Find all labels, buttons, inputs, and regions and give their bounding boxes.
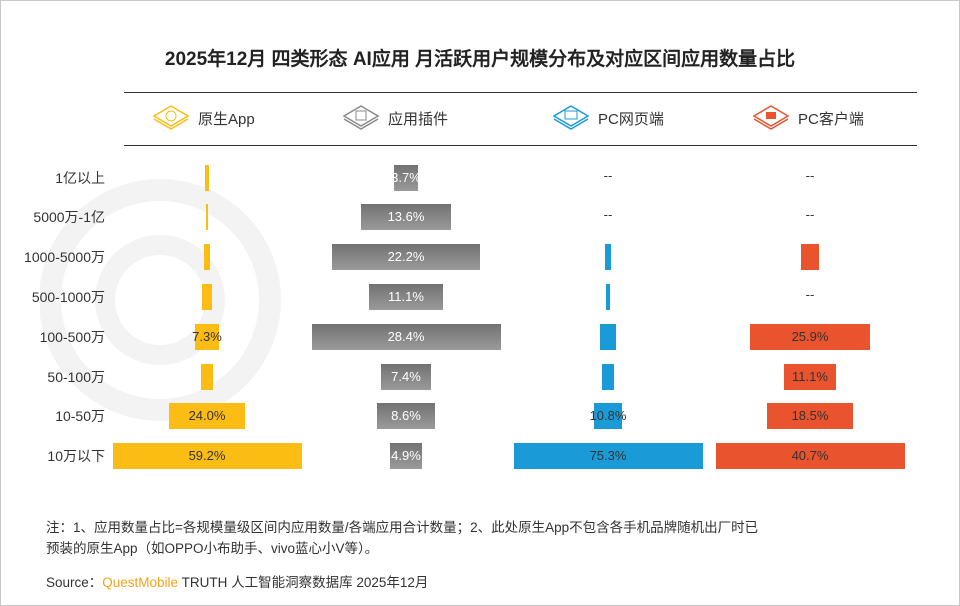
category-label: 1000-5000万: [24, 249, 105, 265]
category-label: 100-500万: [39, 329, 105, 345]
bar-2-7: [513, 443, 703, 469]
category-label: 500-1000万: [31, 289, 105, 305]
data-label: 3.7%: [391, 170, 421, 185]
data-label: 4.9%: [391, 448, 421, 463]
legend-label: 应用插件: [388, 110, 449, 128]
bar-0-0: [205, 165, 209, 191]
bar-1-7: [389, 443, 423, 469]
data-label: 25.9%: [791, 329, 829, 344]
bar-3-6: [767, 403, 853, 429]
bar-0-7: [112, 443, 302, 469]
legend-item-pc-web: PC网页端: [550, 104, 664, 132]
bar-1-4: [311, 324, 501, 350]
legend-item-plugin: 应用插件: [340, 104, 448, 132]
category-label: 1亿以上: [55, 170, 105, 186]
data-label: 59.2%: [188, 448, 226, 463]
data-label: 75.3%: [589, 448, 627, 463]
legend-bottom-rule: [124, 145, 917, 146]
legend-top-rule: [124, 92, 917, 93]
no-data-label: --: [603, 207, 613, 222]
app-icon: [152, 105, 190, 130]
data-label: 22.2%: [387, 249, 425, 264]
bar-1-6: [377, 403, 435, 429]
bar-1-3: [369, 284, 443, 310]
bar-1-2: [332, 244, 480, 270]
bar-3-7: [715, 443, 905, 469]
bar-3-5: [784, 364, 836, 390]
data-label: 18.5%: [791, 408, 829, 423]
chart-title: 2025年12月 四类形态 AI应用 月活跃用户规模分布及对应区间应用数量占比: [164, 49, 796, 70]
footnote-line-1: 注：1、应用数量占比=各规模量级区间内应用数量/各端应用合计数量；2、此处原生A…: [46, 520, 759, 535]
no-data-label: --: [805, 207, 815, 222]
category-label: 10万以下: [47, 448, 105, 464]
no-data-label: --: [805, 168, 815, 183]
legend-label: 原生App: [198, 110, 255, 128]
bar-1-5: [381, 364, 431, 390]
bar-0-4: [195, 324, 219, 350]
no-data-label: --: [805, 287, 815, 302]
bar-0-3: [202, 284, 212, 310]
data-label: 13.6%: [387, 209, 425, 224]
data-label: 40.7%: [791, 448, 829, 463]
data-label: 10.8%: [589, 408, 627, 423]
data-label: 11.1%: [388, 289, 424, 304]
legend-item-pc-client: PC客户端: [750, 104, 864, 132]
bar-2-6: [594, 403, 622, 429]
data-label: 8.6%: [391, 408, 421, 423]
category-label: 5000万-1亿: [33, 209, 105, 225]
bar-2-4: [600, 324, 616, 350]
legend-item-native-app: 原生App: [150, 104, 255, 132]
source-rest: TRUTH 人工智能洞察数据库 2025年12月: [178, 575, 429, 590]
bar-0-6: [168, 403, 246, 429]
bar-1-1: [360, 204, 452, 230]
bar-3-4: [749, 324, 871, 350]
bar-0-1: [206, 204, 208, 230]
legend-label: PC网页端: [598, 110, 664, 128]
bar-2-3: [606, 284, 610, 310]
bar-2-5: [602, 364, 614, 390]
data-label: 24.0%: [188, 408, 226, 423]
source-line: Source：QuestMobile TRUTH 人工智能洞察数据库 2025年…: [46, 571, 428, 591]
no-data-label: --: [603, 168, 613, 183]
category-label: 50-100万: [47, 369, 105, 385]
pc-client-icon: [752, 105, 790, 130]
bar-0-2: [204, 244, 210, 270]
monitor-icon: [552, 105, 590, 130]
legend-label: PC客户端: [798, 110, 864, 128]
data-label: 7.4%: [391, 369, 421, 384]
bar-2-2: [605, 244, 611, 270]
ai-plugin-icon: [342, 105, 380, 130]
category-label: 10-50万: [55, 408, 105, 424]
source-prefix: Source：: [46, 575, 103, 590]
footnote-line-2: 预装的原生App（如OPPO小布助手、vivo蓝心小V等）。: [46, 541, 379, 556]
data-label: 7.3%: [192, 329, 222, 344]
data-label: 11.1%: [792, 369, 828, 384]
bar-3-2: [801, 244, 819, 270]
bar-0-5: [201, 364, 213, 390]
bar-1-0: [393, 165, 419, 191]
source-brand: QuestMobile: [102, 575, 179, 590]
data-label: 28.4%: [387, 329, 425, 344]
